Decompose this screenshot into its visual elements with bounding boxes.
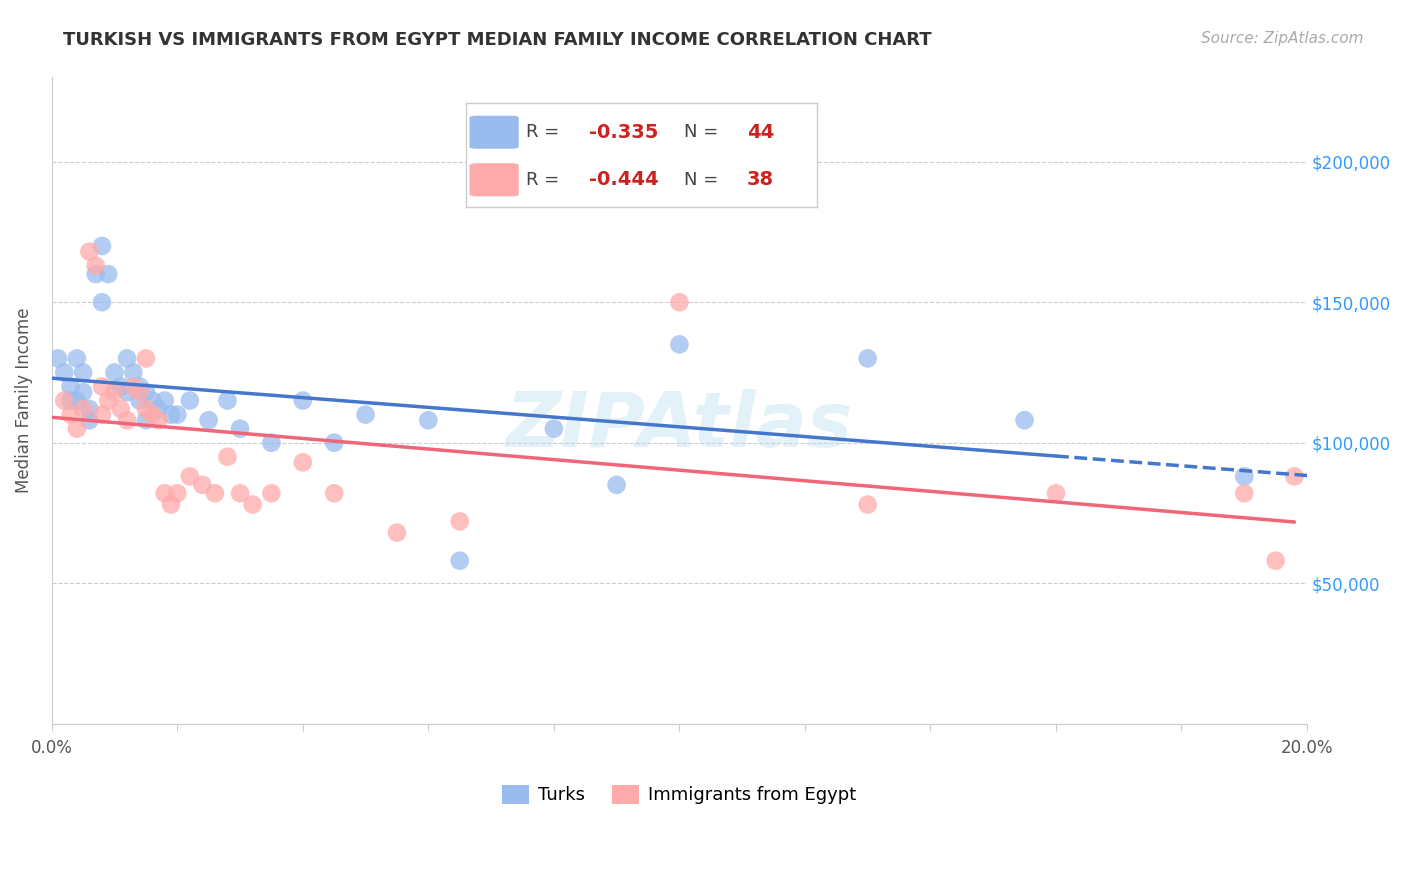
Point xyxy=(72,385,94,400)
Point xyxy=(229,422,252,436)
Text: ZIPAtlas: ZIPAtlas xyxy=(506,390,853,464)
Point xyxy=(110,379,132,393)
Point xyxy=(91,295,114,310)
Point xyxy=(179,469,201,483)
Point xyxy=(449,554,471,568)
Point xyxy=(110,401,132,416)
Point xyxy=(66,422,89,436)
Point xyxy=(135,401,157,416)
Point xyxy=(84,259,107,273)
Text: Source: ZipAtlas.com: Source: ZipAtlas.com xyxy=(1201,31,1364,46)
Point xyxy=(1233,469,1256,483)
Point xyxy=(79,401,101,416)
Point xyxy=(128,379,150,393)
Point xyxy=(66,393,89,408)
Point xyxy=(72,401,94,416)
Point xyxy=(79,413,101,427)
Point xyxy=(72,366,94,380)
Point xyxy=(91,239,114,253)
Text: TURKISH VS IMMIGRANTS FROM EGYPT MEDIAN FAMILY INCOME CORRELATION CHART: TURKISH VS IMMIGRANTS FROM EGYPT MEDIAN … xyxy=(63,31,932,49)
Point xyxy=(204,486,226,500)
Point xyxy=(191,478,214,492)
Point xyxy=(291,393,314,408)
Point xyxy=(260,435,283,450)
Point xyxy=(97,393,120,408)
Point xyxy=(217,393,239,408)
Point xyxy=(122,379,145,393)
Point xyxy=(122,366,145,380)
Point xyxy=(59,408,82,422)
Point xyxy=(354,408,377,422)
Point xyxy=(59,379,82,393)
Point xyxy=(128,385,150,400)
Point xyxy=(229,486,252,500)
Point xyxy=(606,478,628,492)
Point xyxy=(166,486,188,500)
Point xyxy=(260,486,283,500)
Point xyxy=(141,393,163,408)
Point xyxy=(103,385,125,400)
Point xyxy=(217,450,239,464)
Point xyxy=(46,351,69,366)
Point xyxy=(856,498,879,512)
Point xyxy=(856,351,879,366)
Point xyxy=(166,408,188,422)
Point xyxy=(66,351,89,366)
Point xyxy=(153,393,176,408)
Point xyxy=(53,366,76,380)
Point xyxy=(179,393,201,408)
Point xyxy=(141,408,163,422)
Point xyxy=(543,422,565,436)
Point xyxy=(668,337,690,351)
Point xyxy=(1045,486,1067,500)
Point xyxy=(59,393,82,408)
Point xyxy=(148,413,170,427)
Point xyxy=(135,385,157,400)
Point xyxy=(323,486,346,500)
Point xyxy=(148,401,170,416)
Point xyxy=(79,244,101,259)
Point xyxy=(291,455,314,469)
Point xyxy=(449,514,471,528)
Point xyxy=(135,351,157,366)
Point xyxy=(135,413,157,427)
Point xyxy=(91,379,114,393)
Point xyxy=(1264,554,1286,568)
Point xyxy=(418,413,440,427)
Point xyxy=(128,393,150,408)
Point xyxy=(1233,486,1256,500)
Point xyxy=(323,435,346,450)
Point xyxy=(103,366,125,380)
Point xyxy=(91,408,114,422)
Point xyxy=(97,267,120,281)
Y-axis label: Median Family Income: Median Family Income xyxy=(15,308,32,493)
Legend: Turks, Immigrants from Egypt: Turks, Immigrants from Egypt xyxy=(495,778,863,812)
Point xyxy=(160,408,183,422)
Point xyxy=(242,498,264,512)
Point xyxy=(115,385,138,400)
Point xyxy=(84,267,107,281)
Point xyxy=(385,525,408,540)
Point xyxy=(115,351,138,366)
Point xyxy=(53,393,76,408)
Point xyxy=(1014,413,1036,427)
Point xyxy=(115,413,138,427)
Point xyxy=(160,498,183,512)
Point xyxy=(197,413,219,427)
Point xyxy=(668,295,690,310)
Point xyxy=(153,486,176,500)
Point xyxy=(1284,469,1306,483)
